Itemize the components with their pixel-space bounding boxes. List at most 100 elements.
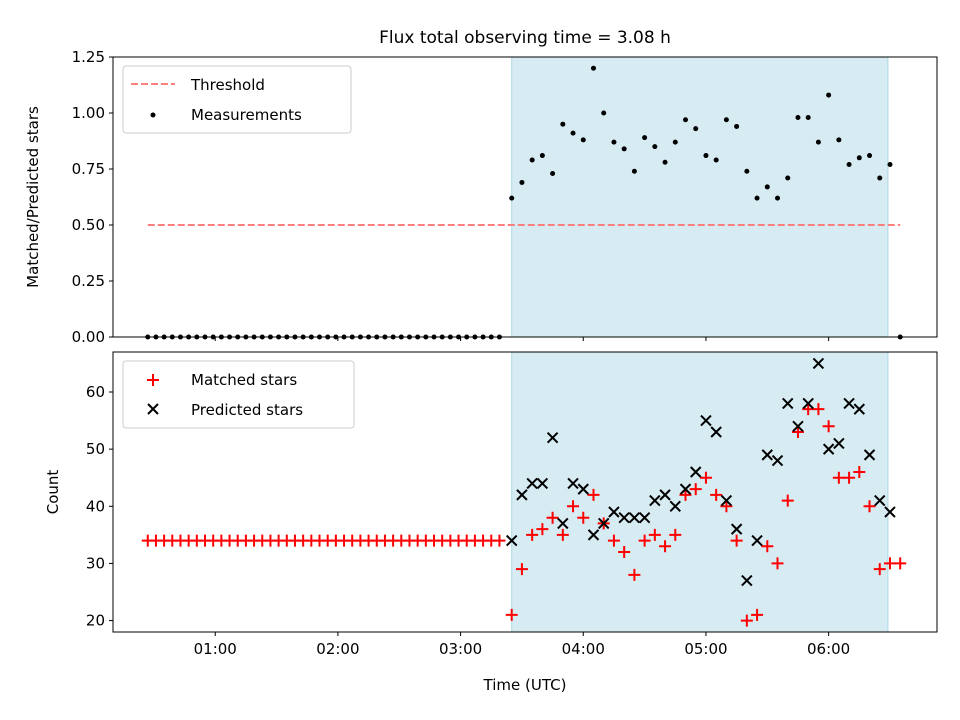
predicted-star-point <box>843 397 855 410</box>
bottom-y-axis-label: Count <box>44 470 62 515</box>
matched-star-point <box>638 534 651 547</box>
matched-star-point <box>822 420 835 433</box>
measurement-point <box>580 137 586 143</box>
top-legend: Threshold Measurements <box>122 65 352 134</box>
predicted-star-point <box>884 506 896 518</box>
predicted-star-point <box>751 534 763 547</box>
predicted-star-point <box>833 437 845 450</box>
y-tick-label: 0.50 <box>72 216 105 234</box>
matched-star-point <box>648 528 661 541</box>
measurement-point <box>775 195 781 201</box>
matched-star-point <box>771 557 784 570</box>
top-observing-window <box>511 56 889 338</box>
measurement-point <box>509 195 515 201</box>
predicted-star-point <box>659 489 671 501</box>
x-tick-label: 06:00 <box>807 640 850 658</box>
top-panel: 0.00 0.25 0.50 0.75 1.00 1.25 Matched/Predict… <box>24 48 938 346</box>
matched-star-point <box>883 557 896 570</box>
predicted-star-point <box>567 477 579 490</box>
matched-star-point <box>567 500 580 513</box>
predicted-star-point <box>771 454 784 467</box>
matched-star-point <box>618 546 631 558</box>
predicted-star-point <box>598 517 610 530</box>
bottom-marks <box>141 357 907 627</box>
predicted-star-point <box>802 397 814 410</box>
measurement-point <box>795 114 801 120</box>
bottom-legend: Matched stars Predicted stars <box>122 360 355 429</box>
measurement-point <box>703 153 709 159</box>
x-tick-label: 05:00 <box>684 640 727 658</box>
y-tick-label: 20 <box>86 612 105 630</box>
measurement-point <box>836 137 842 143</box>
measurement-point <box>601 110 607 116</box>
matched-star-point <box>679 488 692 501</box>
measurement-point <box>744 168 750 174</box>
measurement-point <box>519 179 525 185</box>
predicted-star-point <box>618 512 630 524</box>
top-x-ticks <box>214 337 830 341</box>
bottom-x-ticks: 01:00 02:00 03:00 04:00 05:00 06:00 <box>194 632 850 658</box>
predicted-star-point <box>761 449 774 461</box>
legend-predicted-swatch <box>147 403 159 415</box>
predicted-star-point <box>853 403 866 415</box>
matched-star-point <box>802 403 815 416</box>
matched-star-point <box>515 563 528 576</box>
matched-star-point <box>781 494 794 507</box>
matched-star-point <box>863 500 876 513</box>
matched-star-point <box>720 500 733 513</box>
measurement-point <box>826 92 832 98</box>
matched-star-point <box>791 426 804 438</box>
x-tick-label: 01:00 <box>194 640 237 658</box>
matched-star-point <box>699 471 712 484</box>
measurement-point <box>662 159 668 165</box>
measurement-point <box>570 130 576 136</box>
top-axes-frame <box>112 56 938 338</box>
measurement-point <box>805 114 811 120</box>
legend-measurements-label: Measurements <box>191 106 302 124</box>
measurement-point <box>764 184 770 190</box>
predicted-star-point <box>690 466 702 478</box>
matched-star-point <box>843 471 856 484</box>
predicted-star-point <box>710 426 722 438</box>
x-tick-label: 04:00 <box>562 640 605 658</box>
matched-star-point <box>546 511 559 524</box>
measurement-point <box>529 157 535 163</box>
matched-star-point <box>873 563 886 576</box>
matched-star-point <box>730 534 743 547</box>
matched-star-point <box>853 466 866 478</box>
predicted-star-point <box>638 512 651 524</box>
measurement-point <box>550 170 556 176</box>
predicted-star-point <box>516 489 528 501</box>
measurement-point <box>877 175 883 181</box>
y-tick-label: 30 <box>86 554 105 572</box>
measurement-point <box>856 155 862 161</box>
measurement-point <box>785 175 791 181</box>
matched-star-point <box>812 403 825 416</box>
y-tick-label: 0.00 <box>72 328 105 346</box>
matched-star-point <box>577 511 590 524</box>
predicted-star-point <box>822 443 835 455</box>
measurement-point <box>713 157 719 163</box>
top-y-axis-label: Matched/Predicted stars <box>24 106 42 288</box>
predicted-star-point <box>679 483 692 495</box>
y-tick-label: 50 <box>86 440 105 458</box>
measurement-point <box>723 117 729 123</box>
measurement-point <box>652 144 658 150</box>
legend-measurements-swatch <box>150 112 156 118</box>
predicted-star-point <box>782 397 794 410</box>
bottom-axes-frame <box>112 351 938 633</box>
matched-star-point <box>628 568 641 581</box>
matched-star-point <box>493 534 506 547</box>
matched-star-point <box>761 540 774 553</box>
predicted-star-point <box>587 529 600 541</box>
y-tick-label: 1.25 <box>72 48 105 66</box>
x-axis-label: Time (UTC) <box>483 676 567 694</box>
predicted-star-point <box>526 477 538 490</box>
predicted-star-point <box>700 414 712 427</box>
bottom-y-ticks: 20 30 40 50 60 <box>86 383 113 630</box>
predicted-star-point <box>608 506 620 518</box>
measurement-point <box>611 139 617 145</box>
measurement-point <box>683 117 689 123</box>
measurement-point <box>590 65 596 71</box>
predicted-star-point <box>812 357 825 370</box>
